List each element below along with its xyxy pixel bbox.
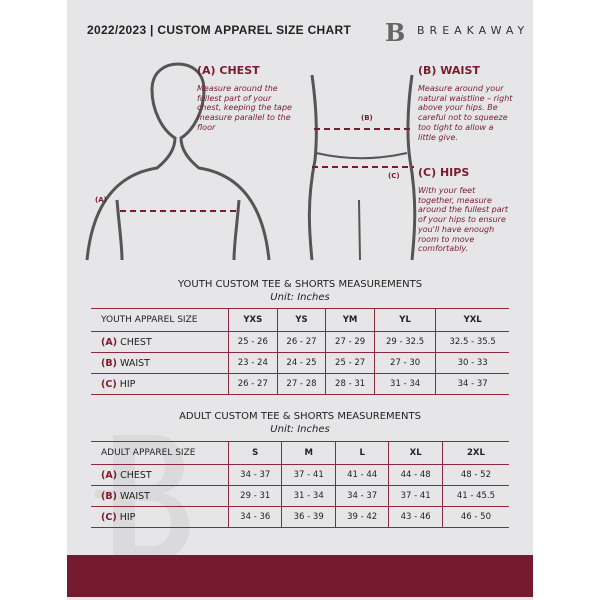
- cell: 34 - 37: [334, 485, 389, 507]
- cell: 34 - 37: [227, 464, 282, 486]
- chest-heading: (A) CHEST: [197, 64, 260, 77]
- cell: 26 - 27: [276, 331, 326, 353]
- cell: 27 - 30: [373, 352, 436, 374]
- hips-heading: (C) HIPS: [418, 166, 470, 179]
- footer-band: [67, 555, 533, 597]
- row-header: YOUTH APPAREL SIZE: [91, 308, 229, 332]
- size-header: YXS: [228, 308, 278, 332]
- size-header: S: [227, 441, 282, 465]
- youth-table-unit: Unit: Inches: [270, 292, 330, 303]
- cell: 37 - 41: [388, 485, 443, 507]
- cell: 24 - 25: [276, 352, 326, 374]
- brand-name: BREAKAWAY: [417, 24, 530, 37]
- row-label: (B) WAIST: [91, 485, 229, 507]
- waist-marker: (B): [361, 114, 373, 122]
- size-header: YXL: [435, 308, 509, 332]
- adult-table-unit: Unit: Inches: [270, 424, 330, 435]
- table-row: (A) CHEST 34 - 37 37 - 41 41 - 44 44 - 48 48 …: [91, 464, 509, 486]
- cell: 41 - 44: [334, 464, 389, 486]
- cell: 48 - 52: [441, 464, 509, 486]
- cell: 31 - 34: [281, 485, 336, 507]
- size-header: YL: [373, 308, 436, 332]
- cell: 29 - 32.5: [373, 331, 436, 353]
- cell: 31 - 34: [373, 373, 436, 395]
- cell: 27 - 29: [325, 331, 375, 353]
- cell: 46 - 50: [441, 506, 509, 528]
- row-label: (C) HIP: [91, 506, 229, 528]
- table-row: (B) WAIST 29 - 31 31 - 34 34 - 37 37 - 41 41 …: [91, 485, 509, 507]
- cell: 29 - 31: [227, 485, 282, 507]
- size-header: YM: [325, 308, 375, 332]
- table-row: (C) HIP 26 - 27 27 - 28 28 - 31 31 - 34 34 - …: [91, 373, 509, 395]
- cell: 25 - 26: [228, 331, 278, 353]
- size-header: XL: [388, 441, 443, 465]
- row-label: (A) CHEST: [91, 331, 229, 353]
- table-header-row: YOUTH APPAREL SIZE YXS YS YM YL YXL: [91, 308, 509, 332]
- cell: 32.5 - 35.5: [435, 331, 509, 353]
- cell: 34 - 37: [435, 373, 509, 395]
- row-header: ADULT APPAREL SIZE: [91, 441, 229, 465]
- cell: 41 - 45.5: [441, 485, 509, 507]
- cell: 39 - 42: [334, 506, 389, 528]
- cell: 37 - 41: [281, 464, 336, 486]
- table-row: (B) WAIST 23 - 24 24 - 25 25 - 27 27 - 30 30 …: [91, 352, 509, 374]
- hips-description: With your feet together, measure around …: [418, 186, 509, 254]
- cell: 27 - 28: [276, 373, 326, 395]
- cell: 43 - 46: [388, 506, 443, 528]
- size-header: YS: [276, 308, 326, 332]
- youth-size-table: YOUTH APPAREL SIZE YXS YS YM YL YXL (A) …: [91, 308, 509, 395]
- body-figures-illustration: [85, 62, 417, 261]
- cell: 26 - 27: [228, 373, 278, 395]
- chest-description: Measure around the fullest part of your …: [197, 84, 292, 132]
- table-row: (C) HIP 34 - 36 36 - 39 39 - 42 43 - 46 46 - …: [91, 506, 509, 528]
- waist-heading: (B) WAIST: [418, 64, 480, 77]
- adult-table-title: ADULT CUSTOM TEE & SHORTS MEASUREMENTS: [179, 411, 421, 422]
- size-header: L: [334, 441, 389, 465]
- adult-size-table: ADULT APPAREL SIZE S M L XL 2XL (A) CHES…: [91, 441, 509, 528]
- chest-marker: (A): [95, 196, 107, 204]
- row-label: (C) HIP: [91, 373, 229, 395]
- table-header-row: ADULT APPAREL SIZE S M L XL 2XL: [91, 441, 509, 465]
- youth-table-title: YOUTH CUSTOM TEE & SHORTS MEASUREMENTS: [177, 279, 423, 290]
- waist-description: Measure around your natural waistline – …: [418, 84, 513, 142]
- size-header: 2XL: [441, 441, 509, 465]
- cell: 36 - 39: [281, 506, 336, 528]
- page-title: 2022/2023 | CUSTOM APPAREL SIZE CHART: [87, 23, 352, 37]
- row-label: (A) CHEST: [91, 464, 229, 486]
- cell: 34 - 36: [227, 506, 282, 528]
- cell: 25 - 27: [325, 352, 375, 374]
- table-row: (A) CHEST 25 - 26 26 - 27 27 - 29 29 - 32.5 3…: [91, 331, 509, 353]
- cell: 30 - 33: [435, 352, 509, 374]
- row-label: (B) WAIST: [91, 352, 229, 374]
- cell: 44 - 48: [388, 464, 443, 486]
- cell: 23 - 24: [228, 352, 278, 374]
- size-header: M: [281, 441, 336, 465]
- cell: 28 - 31: [325, 373, 375, 395]
- hips-marker: (C): [388, 172, 400, 180]
- brand-logo-icon: B: [385, 18, 406, 47]
